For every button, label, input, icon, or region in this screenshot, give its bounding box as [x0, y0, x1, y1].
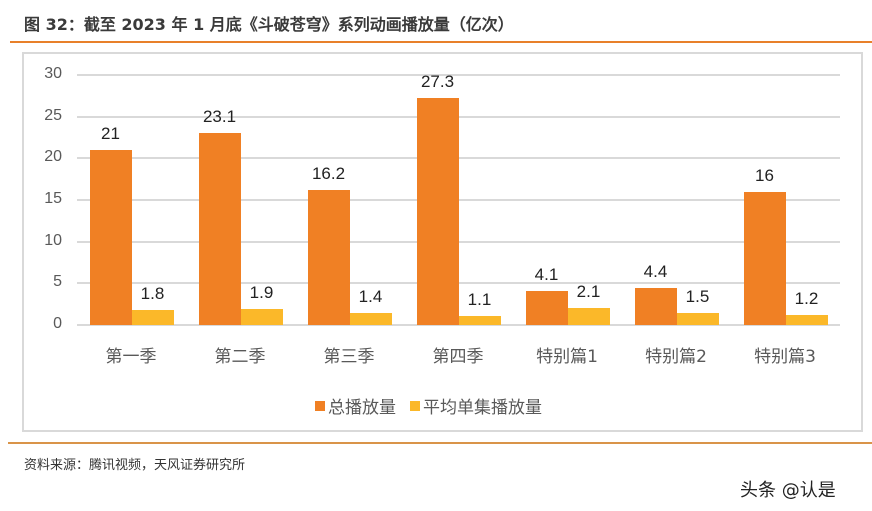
x-category-label: 特别篇1 [536, 347, 598, 367]
data-label: 4.1 [534, 264, 559, 284]
x-category-label: 第四季 [432, 347, 484, 367]
bar-total [416, 97, 459, 325]
bar-average [676, 312, 719, 325]
gridline [77, 282, 840, 285]
figure-title: 图 32：截至 2023 年 1 月底《斗破苍穹》系列动画播放量（亿次） [24, 15, 514, 34]
y-tick-label: 30 [44, 65, 62, 82]
watermark: 头条 @认是 [740, 480, 836, 501]
y-tick-label: 15 [44, 190, 62, 207]
bar-total [743, 191, 786, 325]
y-tick-label: 25 [44, 106, 62, 124]
legend-label: 总播放量 [328, 398, 396, 418]
data-label: 1.1 [467, 289, 492, 309]
bar-total [198, 132, 241, 325]
bar-average [567, 307, 610, 325]
footer-divider [8, 442, 872, 444]
gridline [77, 240, 840, 243]
bar-average [349, 313, 392, 325]
data-label: 21 [101, 124, 120, 143]
x-category-label: 特别篇3 [754, 347, 816, 367]
bar-average [240, 309, 283, 325]
legend-item: 总播放量 [315, 393, 396, 418]
y-tick-label: 0 [53, 315, 62, 332]
bar-average [785, 315, 828, 325]
y-tick-label: 10 [44, 231, 62, 249]
chart-legend: 总播放量 平均单集播放量 [315, 393, 556, 418]
bar-average [458, 315, 501, 325]
y-tick-label: 5 [53, 273, 62, 291]
x-category-label: 第三季 [323, 347, 375, 367]
data-label: 27.3 [420, 71, 455, 91]
source-note: 资料来源：腾讯视频，天风证券研究所 [24, 458, 246, 473]
data-label: 1.4 [358, 287, 383, 307]
bar-total [525, 290, 568, 325]
x-category-label: 第一季 [105, 347, 157, 367]
bar-total [634, 288, 677, 325]
y-tick-label: 20 [44, 148, 62, 166]
legend-swatch-icon [410, 400, 420, 411]
gridline [77, 74, 840, 76]
gridline [77, 324, 840, 326]
legend-swatch-icon [315, 400, 325, 411]
data-label: 1.9 [249, 283, 274, 303]
legend-item: 平均单集播放量 [410, 393, 542, 418]
data-label: 1.8 [140, 284, 165, 303]
data-label: 2.1 [576, 281, 601, 301]
gridline [77, 115, 840, 118]
x-category-label: 第二季 [214, 347, 266, 367]
legend-label: 平均单集播放量 [423, 398, 542, 418]
title-divider [10, 41, 872, 43]
data-label: 1.2 [794, 289, 819, 308]
data-label: 4.4 [643, 262, 668, 282]
gridline [77, 199, 840, 201]
x-category-label: 特别篇2 [645, 347, 707, 367]
gridline [77, 157, 840, 160]
data-label: 16 [755, 165, 774, 185]
bar-total [89, 150, 132, 325]
data-label: 23.1 [202, 106, 237, 126]
bar-average [131, 310, 174, 325]
data-label: 1.5 [685, 286, 710, 306]
data-label: 16.2 [311, 164, 346, 183]
bar-total [307, 190, 350, 325]
